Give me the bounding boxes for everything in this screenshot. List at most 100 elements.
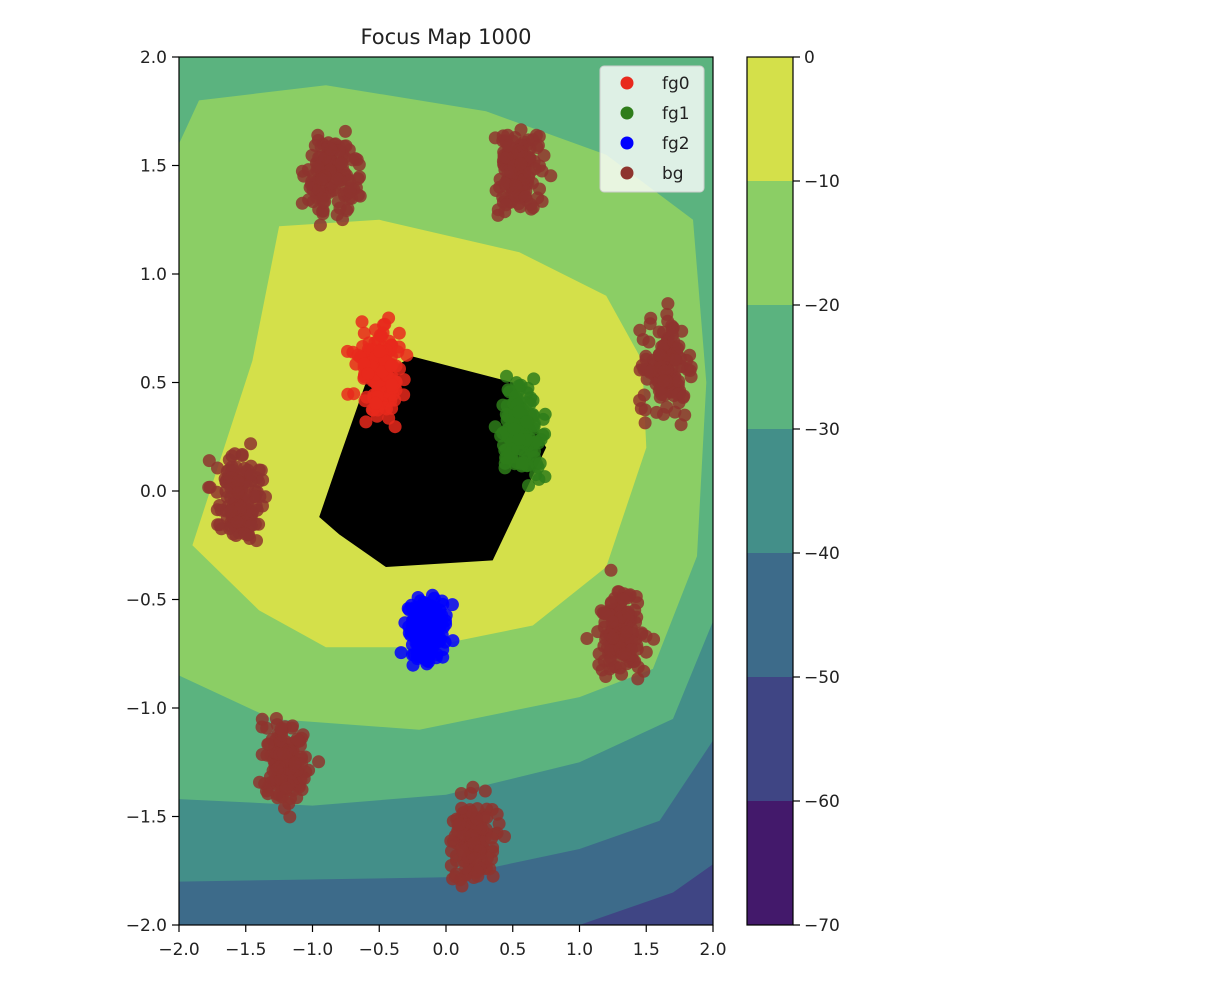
scatter-point-fg0 — [388, 393, 402, 407]
scatter-point-bg — [674, 418, 688, 432]
scatter-point-bg — [514, 157, 528, 171]
colorbar-tick-label: −70 — [804, 916, 840, 936]
scatter-point-bg — [633, 323, 647, 337]
scatter-point-fg1 — [529, 468, 543, 482]
scatter-point-bg — [684, 360, 698, 374]
scatter-point-fg0 — [373, 344, 387, 358]
scatter-point-fg0 — [392, 326, 406, 340]
scatter-point-bg — [219, 484, 233, 498]
scatter-point-bg — [489, 184, 503, 197]
legend-label-fg0: fg0 — [662, 74, 690, 94]
scatter-point-bg — [638, 416, 652, 430]
legend-box — [599, 65, 705, 193]
colorbar-segment — [747, 553, 793, 678]
colorbar-segment — [747, 429, 793, 554]
colorbar-tick-label: 0 — [804, 48, 815, 68]
scatter-point-bg — [353, 170, 366, 184]
scatter-point-bg — [308, 139, 322, 152]
scatter-point-bg — [301, 163, 315, 177]
scatter-point-bg — [605, 615, 619, 629]
scatter-point-bg — [524, 198, 538, 211]
scatter-point-fg0 — [397, 373, 411, 387]
scatter-point-bg — [485, 831, 499, 845]
scatter-point-fg0 — [355, 315, 369, 329]
scatter-point-bg — [244, 468, 258, 482]
x-tick-label: −2.0 — [158, 940, 199, 960]
scatter-point-fg1 — [538, 407, 552, 421]
scatter-point-fg1 — [496, 426, 510, 440]
scatter-point-bg — [502, 139, 516, 153]
scatter-point-bg — [313, 218, 327, 232]
scatter-point-bg — [334, 156, 348, 170]
chart-title: Focus Map 1000 — [360, 25, 531, 49]
scatter-point-fg0 — [377, 318, 390, 332]
legend-marker-fg2 — [620, 136, 634, 150]
scatter-point-bg — [544, 169, 558, 183]
scatter-point-bg — [616, 592, 630, 606]
scatter-point-bg — [202, 480, 216, 494]
scatter-points — [202, 123, 698, 893]
colorbar-segment — [747, 305, 793, 430]
scatter-point-bg — [210, 503, 224, 517]
scatter-point-bg — [661, 297, 675, 311]
scatter-point-fg0 — [388, 420, 402, 434]
scatter-point-bg — [658, 388, 672, 402]
colorbar-frame — [746, 56, 794, 926]
colorbar-tick-label: −60 — [804, 792, 840, 812]
scatter-point-bg — [260, 784, 273, 798]
scatter-point-bg — [278, 801, 291, 815]
scatter-point-bg — [244, 437, 258, 451]
x-axis: −2.0 −1.5 −1.0 −0.5 0.0 0.5 1.0 1.5 2.0 — [158, 925, 727, 960]
scatter-point-bg — [311, 128, 325, 142]
scatter-point-bg — [657, 374, 670, 388]
scatter-point-bg — [222, 453, 236, 467]
scatter-point-bg — [615, 667, 629, 681]
scatter-point-bg — [618, 647, 632, 661]
scatter-point-bg — [490, 807, 504, 821]
legend-marker-fg0 — [620, 76, 634, 90]
scatter-point-bg — [661, 314, 675, 328]
scatter-point-bg — [224, 504, 238, 518]
scatter-point-fg1 — [511, 442, 525, 456]
y-tick-label: −1.5 — [126, 808, 167, 828]
scatter-point-bg — [444, 834, 458, 848]
scatter-point-fg1 — [500, 369, 513, 383]
scatter-point-bg — [290, 791, 304, 805]
scatter-point-bg — [620, 625, 634, 639]
scatter-point-bg — [478, 784, 492, 798]
scatter-point-bg — [324, 142, 338, 156]
scatter-point-bg — [466, 780, 480, 794]
scatter-point-bg — [523, 166, 537, 180]
scatter-point-bg — [491, 208, 505, 222]
legend: fg0 fg1 fg2 bg — [599, 65, 705, 193]
scatter-point-fg0 — [359, 415, 373, 429]
y-tick-label: 0.5 — [140, 374, 167, 394]
scatter-point-bg — [672, 374, 686, 388]
scatter-point-bg — [650, 405, 663, 419]
y-tick-label: −1.0 — [126, 699, 167, 719]
scatter-point-fg1 — [533, 456, 547, 470]
colorbar-segment — [747, 57, 793, 182]
y-tick-label: 2.0 — [140, 48, 167, 68]
scatter-point-bg — [455, 879, 469, 893]
scatter-point-bg — [288, 757, 302, 770]
scatter-point-bg — [343, 185, 357, 199]
scatter-point-bg — [537, 149, 551, 162]
scatter-point-bg — [253, 775, 266, 789]
scatter-point-fg1 — [532, 436, 545, 450]
scatter-point-bg — [508, 189, 522, 203]
scatter-point-bg — [471, 865, 484, 879]
colorbar-tick-label: −50 — [804, 668, 840, 688]
scatter-point-fg0 — [357, 326, 371, 340]
scatter-point-bg — [603, 654, 617, 667]
scatter-point-bg — [238, 527, 252, 541]
scatter-point-bg — [254, 463, 268, 477]
x-tick-label: 1.0 — [566, 940, 593, 960]
scatter-point-bg — [639, 629, 653, 643]
scatter-point-bg — [312, 755, 326, 769]
scatter-point-bg — [668, 352, 682, 366]
scatter-point-bg — [631, 660, 645, 674]
scatter-point-bg — [270, 762, 284, 776]
legend-marker-bg — [620, 166, 634, 180]
scatter-point-bg — [338, 124, 352, 138]
